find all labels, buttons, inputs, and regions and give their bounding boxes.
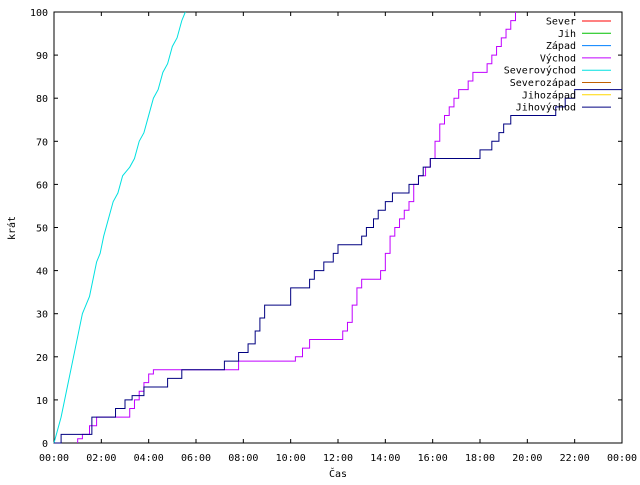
x-tick-label: 08:00 xyxy=(228,453,258,464)
legend-label: Východ xyxy=(540,52,576,64)
x-tick-label: 06:00 xyxy=(181,453,211,464)
y-axis-label: krát xyxy=(6,216,18,240)
y-tick-label: 10 xyxy=(36,396,48,407)
x-tick-label: 00:00 xyxy=(607,453,637,464)
y-tick-label: 50 xyxy=(36,224,48,235)
series-line-východ xyxy=(77,12,516,443)
x-tick-label: 12:00 xyxy=(323,453,353,464)
legend-label: Severozápad xyxy=(510,77,576,89)
x-tick-label: 20:00 xyxy=(512,453,542,464)
y-axis: 0 10 20 30 40 50 60 70 80 90 100 xyxy=(30,8,622,450)
legend-label: Jihozápad xyxy=(522,89,576,101)
x-tick-label: 00:00 xyxy=(39,453,69,464)
series-line-jihovýchod xyxy=(54,89,622,444)
x-tick-label: 10:00 xyxy=(276,453,306,464)
y-tick-label: 0 xyxy=(42,439,48,450)
x-tick-label: 16:00 xyxy=(418,453,448,464)
y-tick-label: 20 xyxy=(36,353,48,364)
y-tick-label: 60 xyxy=(36,180,48,191)
series-line-severovýchod xyxy=(53,11,186,444)
series-layer xyxy=(53,11,622,444)
legend-label: Jih xyxy=(558,29,576,40)
y-tick-label: 80 xyxy=(36,94,48,105)
y-tick-label: 100 xyxy=(30,8,48,19)
x-axis-label: Čas xyxy=(329,467,347,480)
x-tick-label: 04:00 xyxy=(134,453,164,464)
x-axis: 00:00 02:00 04:00 06:00 08:00 10:00 12:00 14:00… xyxy=(39,12,637,464)
x-tick-label: 14:00 xyxy=(370,453,400,464)
y-tick-label: 40 xyxy=(36,267,48,278)
legend-label: Jihovýchod xyxy=(516,102,576,114)
x-tick-label: 02:00 xyxy=(86,453,116,464)
legend-label: Severovýchod xyxy=(504,65,576,77)
y-tick-label: 90 xyxy=(36,51,48,62)
x-tick-label: 18:00 xyxy=(465,453,495,464)
y-tick-label: 70 xyxy=(36,137,48,148)
legend-label: Západ xyxy=(546,40,576,52)
x-tick-label: 22:00 xyxy=(560,453,590,464)
legend-label: Sever xyxy=(546,17,576,28)
y-tick-label: 30 xyxy=(36,310,48,321)
legend: SeverJihZápadVýchodSeverovýchodSeverozáp… xyxy=(504,17,611,114)
